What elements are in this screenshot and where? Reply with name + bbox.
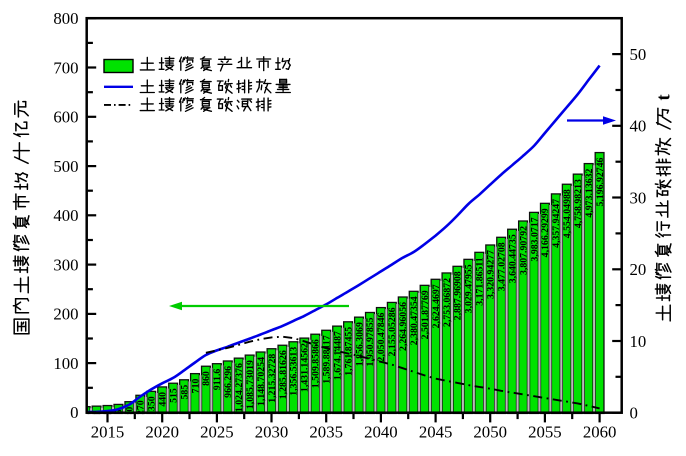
svg-text:0: 0 — [70, 403, 78, 422]
svg-text:2035: 2035 — [309, 422, 343, 441]
svg-text:10: 10 — [630, 332, 647, 351]
svg-text:2015: 2015 — [91, 422, 125, 441]
svg-text:2045: 2045 — [419, 422, 453, 441]
svg-text:800: 800 — [53, 9, 78, 28]
svg-text:5,196.92746: 5,196.92746 — [595, 157, 606, 206]
svg-text:30: 30 — [630, 188, 647, 207]
svg-text:4,554.04988: 4,554.04988 — [562, 189, 573, 238]
svg-text:2050: 2050 — [473, 422, 507, 441]
svg-text:2,501.87769: 2,501.87769 — [420, 290, 431, 339]
svg-text:2030: 2030 — [255, 422, 289, 441]
svg-text:20: 20 — [630, 260, 647, 279]
svg-text:50: 50 — [630, 45, 647, 64]
svg-text:515: 515 — [168, 388, 179, 403]
svg-text:400: 400 — [53, 206, 78, 225]
svg-text:2,155.05286: 2,155.05286 — [387, 307, 398, 356]
svg-text:860: 860 — [201, 371, 212, 386]
svg-text:300: 300 — [53, 255, 78, 274]
svg-text:600: 600 — [53, 108, 78, 127]
svg-text:1,431.14562: 1,431.14562 — [300, 343, 311, 392]
svg-text:100: 100 — [53, 354, 78, 373]
svg-text:1,085.73019: 1,085.73019 — [245, 360, 256, 409]
svg-text:3,320.94277: 3,320.94277 — [486, 250, 497, 299]
svg-text:911.6: 911.6 — [212, 369, 223, 391]
svg-text:3,029.47955: 3,029.47955 — [464, 264, 475, 313]
svg-text:2025: 2025 — [200, 422, 234, 441]
svg-text:1,356.53613: 1,356.53613 — [289, 347, 300, 396]
svg-text:2,624.4697: 2,624.4697 — [431, 284, 442, 328]
svg-text:1,589.88117: 1,589.88117 — [322, 335, 333, 384]
svg-text:3,983.0717: 3,983.0717 — [529, 217, 540, 261]
svg-text:350: 350 — [147, 396, 158, 411]
svg-text:40: 40 — [630, 117, 647, 136]
svg-text:2020: 2020 — [145, 422, 179, 441]
svg-text:0: 0 — [630, 404, 638, 423]
svg-text:3,807.90792: 3,807.90792 — [518, 226, 529, 275]
svg-text:1,856.3069: 1,856.3069 — [354, 322, 365, 366]
svg-text:3,640.44735: 3,640.44735 — [507, 234, 518, 283]
svg-text:2040: 2040 — [364, 422, 398, 441]
svg-text:1,285.81626: 1,285.81626 — [278, 350, 289, 399]
svg-text:1,024.27376: 1,024.27376 — [234, 363, 245, 412]
svg-text:3,477.02708: 3,477.02708 — [496, 242, 507, 291]
svg-text:500: 500 — [53, 157, 78, 176]
svg-text:585: 585 — [179, 385, 190, 400]
svg-text:2,050.47846: 2,050.47846 — [376, 312, 387, 361]
svg-text:710: 710 — [190, 379, 201, 394]
svg-text:1,215.32728: 1,215.32728 — [267, 354, 278, 403]
svg-text:4,758.98213: 4,758.98213 — [573, 179, 584, 228]
svg-text:4,166.29299: 4,166.29299 — [540, 208, 551, 257]
svg-text:1,950.97855: 1,950.97855 — [365, 317, 376, 366]
svg-text:966.296: 966.296 — [223, 366, 234, 398]
svg-text:1,761.87455: 1,761.87455 — [343, 327, 354, 376]
svg-text:2055: 2055 — [528, 422, 562, 441]
svg-text:2,887.96908: 2,887.96908 — [453, 271, 464, 320]
svg-text:3,171.86511: 3,171.86511 — [475, 257, 486, 306]
svg-text:440: 440 — [157, 392, 168, 407]
svg-text:4,973.13632: 4,973.13632 — [584, 168, 595, 217]
svg-text:2,380.47354: 2,380.47354 — [409, 296, 420, 345]
svg-text:1,509.85866: 1,509.85866 — [311, 339, 322, 388]
svg-text:200: 200 — [53, 305, 78, 324]
svg-text:2,264.96056: 2,264.96056 — [398, 302, 409, 351]
svg-text:2,753.06872: 2,753.06872 — [442, 278, 453, 327]
svg-text:1,148.70254: 1,148.70254 — [256, 357, 267, 406]
svg-text:t: t — [654, 94, 674, 101]
svg-text:2060: 2060 — [583, 422, 617, 441]
svg-text:1,674.14487: 1,674.14487 — [332, 331, 343, 380]
svg-text:4,357.94247: 4,357.94247 — [551, 199, 562, 248]
svg-text:700: 700 — [53, 58, 78, 77]
